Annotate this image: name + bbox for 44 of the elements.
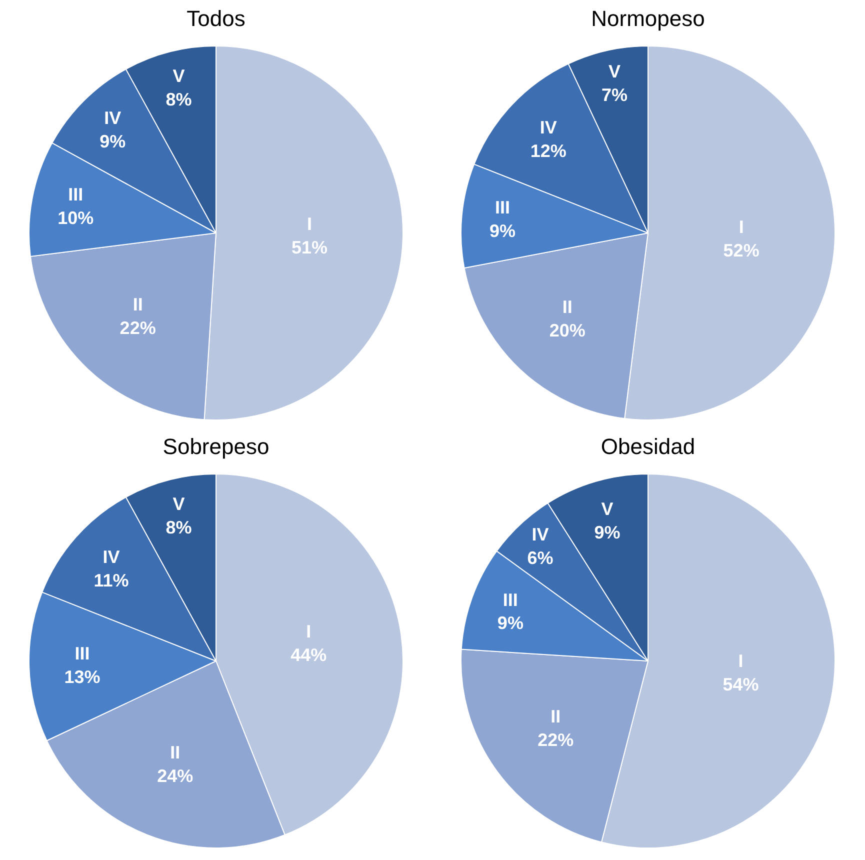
chart-title: Obesidad bbox=[600, 434, 696, 460]
data-label: 52% bbox=[723, 240, 760, 261]
data-label: 7% bbox=[602, 84, 628, 105]
slice-label: I bbox=[738, 651, 744, 672]
slice-label: IV bbox=[532, 524, 549, 544]
slice-label: II bbox=[562, 297, 572, 318]
slice-label: III bbox=[74, 644, 90, 664]
slice-label: I bbox=[738, 217, 744, 238]
chart-title: Todos bbox=[186, 6, 246, 32]
data-label: 24% bbox=[157, 766, 194, 786]
slice-label: II bbox=[550, 706, 561, 726]
data-label: 54% bbox=[722, 674, 759, 694]
data-label: 11% bbox=[94, 570, 129, 590]
slice-label: II bbox=[170, 742, 180, 763]
slice-label: I bbox=[306, 214, 312, 234]
slice-label: V bbox=[608, 61, 621, 82]
slice-label: III bbox=[494, 198, 510, 218]
slice-label: II bbox=[132, 294, 143, 315]
slice-label: I bbox=[306, 622, 312, 642]
slice-label: V bbox=[601, 498, 614, 519]
slice-label: III bbox=[68, 184, 84, 205]
data-label: 12% bbox=[530, 141, 566, 162]
data-label: 6% bbox=[527, 548, 554, 568]
data-label: 8% bbox=[166, 518, 192, 538]
data-label: 13% bbox=[64, 666, 100, 687]
data-label: 22% bbox=[120, 318, 156, 338]
slice-label: IV bbox=[102, 546, 120, 567]
slice-label: IV bbox=[540, 118, 557, 138]
data-label: 20% bbox=[549, 320, 586, 341]
data-label: 51% bbox=[291, 238, 328, 258]
data-label: 9% bbox=[497, 613, 524, 634]
data-label: 10% bbox=[58, 208, 94, 228]
slice-label: V bbox=[172, 66, 185, 86]
data-label: 22% bbox=[538, 730, 574, 750]
data-label: 44% bbox=[290, 645, 327, 666]
slice-label: IV bbox=[104, 108, 122, 128]
slice-label: III bbox=[502, 590, 518, 610]
data-label: 9% bbox=[594, 522, 620, 542]
slice-label: V bbox=[172, 494, 185, 514]
data-label: 9% bbox=[100, 131, 126, 152]
data-label: 9% bbox=[489, 220, 516, 241]
chart-title: Sobrepeso bbox=[162, 434, 270, 460]
chart-title: Normopeso bbox=[591, 6, 705, 32]
data-label: 8% bbox=[166, 90, 192, 110]
